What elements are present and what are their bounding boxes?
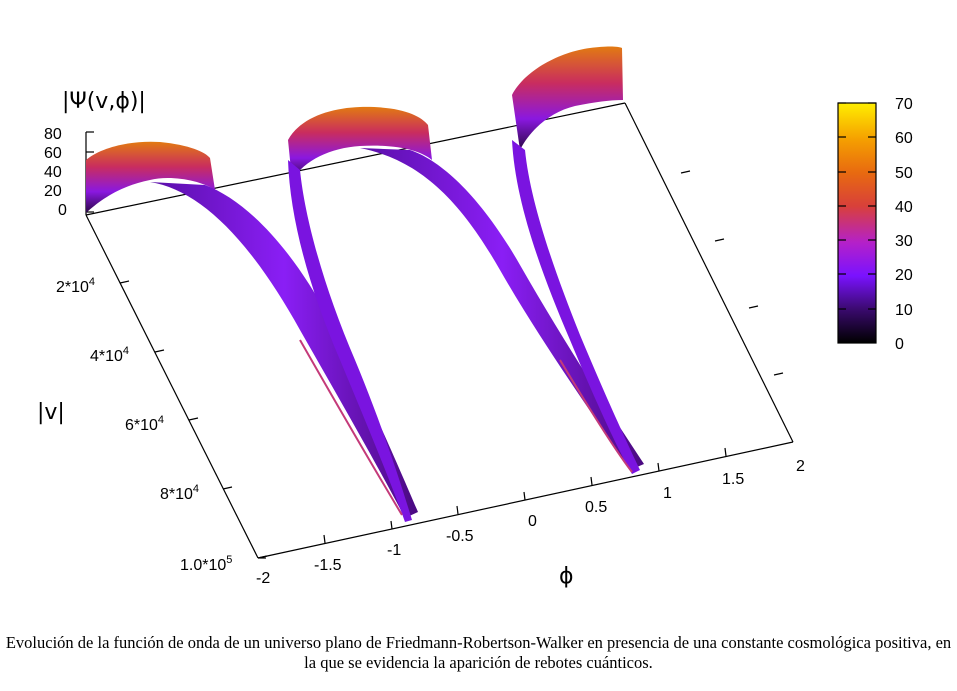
v-tick-8e4: 8*104 (160, 483, 199, 503)
arm-highlight-1 (299, 339, 403, 516)
cb-tick-10: 10 (895, 302, 913, 319)
colorbar: 70 60 50 40 30 20 10 0 (837, 96, 913, 353)
ridge-right (512, 46, 623, 150)
cb-tick-60: 60 (895, 130, 913, 147)
phi-tick-2: 2 (796, 458, 805, 475)
z-tick-labels: 80 60 40 20 0 (44, 126, 67, 219)
branch-middle-left (288, 160, 412, 522)
cb-tick-40: 40 (895, 199, 913, 216)
surface-plot: 80 60 40 20 0 2*104 4*104 6*104 8*104 1.… (37, 46, 913, 589)
colorbar-ticks (838, 102, 876, 310)
z-tick-60: 60 (44, 145, 62, 162)
left-floor-axis (85, 214, 259, 559)
phi-tick-m1.5: -1.5 (314, 557, 342, 574)
cb-tick-70: 70 (895, 96, 913, 113)
branch-left-descending (150, 182, 418, 518)
phi-tick-m1: -1 (387, 542, 401, 559)
front-floor-axis (257, 441, 794, 559)
right-floor-axis (624, 102, 794, 443)
z-tick-40: 40 (44, 164, 62, 181)
v-axis-ticks (119, 170, 784, 559)
colorbar-gradient (837, 102, 877, 344)
v-tick-1e5: 1.0*105 (180, 554, 232, 574)
figure-caption: Evolución de la función de onda de un un… (5, 633, 952, 672)
phi-axis-label: ϕ (559, 564, 574, 589)
surface-mesh (86, 46, 644, 522)
v-tick-2e4: 2*104 (56, 276, 95, 296)
v-axis-label: |v| (37, 400, 65, 425)
phi-tick-0: 0 (528, 513, 537, 530)
v-tick-6e4: 6*104 (125, 414, 164, 434)
cb-tick-30: 30 (895, 233, 913, 250)
ridge-middle (288, 106, 432, 180)
z-tick-80: 80 (44, 126, 62, 143)
phi-tick-m0.5: -0.5 (446, 528, 474, 545)
v-tick-labels: 2*104 4*104 6*104 8*104 1.0*105 (56, 276, 232, 574)
branch-middle-right (360, 148, 644, 470)
phi-tick-1: 1 (663, 485, 672, 502)
phi-tick-m2: -2 (256, 570, 270, 587)
phi-tick-0.5: 0.5 (585, 499, 607, 516)
phi-axis-ticks (258, 447, 727, 559)
arm-highlight-2 (559, 359, 633, 473)
phi-tick-labels: -2 -1.5 -1 -0.5 0 0.5 1 1.5 2 (256, 458, 805, 587)
ridge-left (86, 141, 215, 213)
cb-tick-20: 20 (895, 267, 913, 284)
z-tick-20: 20 (44, 183, 62, 200)
cb-tick-0: 0 (895, 336, 904, 353)
phi-tick-1.5: 1.5 (722, 471, 744, 488)
z-axis-label: |Ψ(v,ϕ)| (62, 89, 146, 114)
branch-right-left (512, 140, 640, 474)
cb-tick-50: 50 (895, 165, 913, 182)
v-tick-4e4: 4*104 (90, 345, 129, 365)
z-tick-0: 0 (58, 202, 67, 219)
